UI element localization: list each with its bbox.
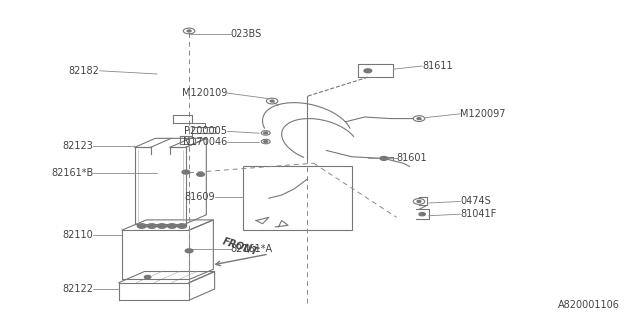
Text: 0474S: 0474S [461,196,492,206]
Text: 82161*B: 82161*B [51,168,93,178]
Circle shape [417,118,421,120]
Text: 023BS: 023BS [230,29,262,39]
Circle shape [145,276,151,279]
Text: 81041F: 81041F [461,209,497,219]
Text: 81611: 81611 [422,61,453,71]
Bar [243,166,352,230]
Circle shape [264,140,268,142]
Circle shape [264,132,268,134]
Text: M120109: M120109 [182,88,227,98]
Text: 82122: 82122 [62,284,93,294]
Circle shape [187,30,191,32]
Text: FRONT: FRONT [221,236,259,258]
Text: 81609: 81609 [184,192,214,202]
Circle shape [196,172,204,176]
Text: 82123: 82123 [63,141,93,151]
Text: 81601: 81601 [397,153,428,164]
Circle shape [185,249,193,253]
Text: N170046: N170046 [183,138,227,148]
Circle shape [419,212,426,216]
Text: 82110: 82110 [63,230,93,240]
Circle shape [138,224,147,228]
Circle shape [182,170,189,174]
Text: 82182: 82182 [69,66,100,76]
Circle shape [417,200,421,202]
Circle shape [380,156,388,160]
Circle shape [177,224,186,228]
Text: 82161*A: 82161*A [230,244,273,254]
Circle shape [147,224,156,228]
Circle shape [364,69,372,73]
Circle shape [270,100,274,102]
Circle shape [168,224,177,228]
Text: P200005: P200005 [184,126,227,136]
Text: A820001106: A820001106 [558,300,620,310]
Circle shape [157,224,166,228]
Text: M120097: M120097 [461,109,506,119]
